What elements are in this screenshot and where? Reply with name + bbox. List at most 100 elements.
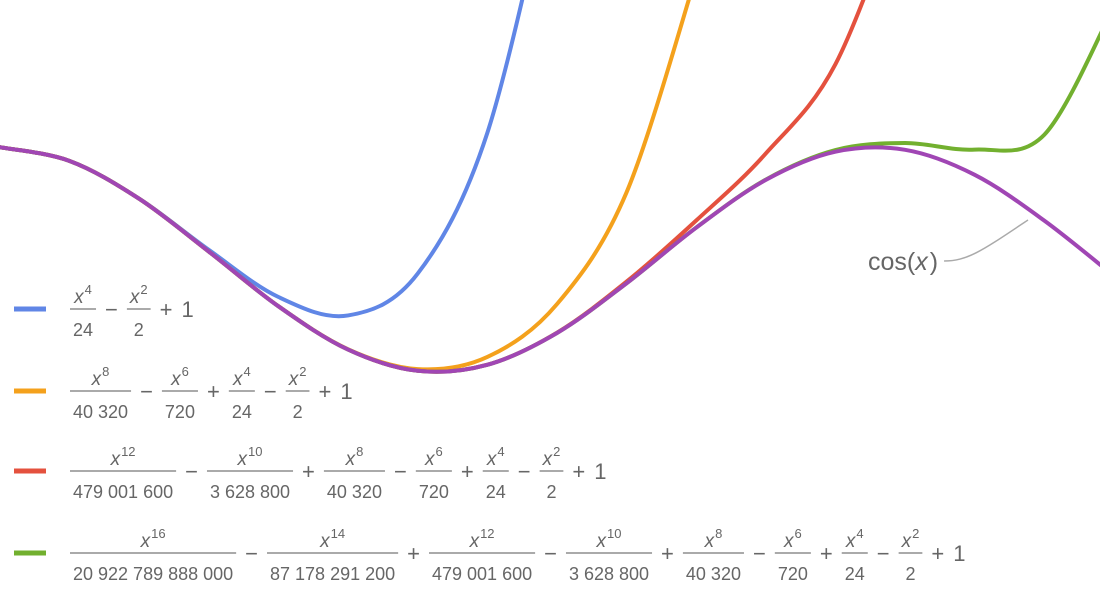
- numerator-power: 4: [85, 282, 92, 297]
- denominator: 479 001 600: [432, 564, 532, 584]
- denominator: 40 320: [327, 482, 382, 502]
- numerator-power: 10: [607, 526, 621, 541]
- denominator: 3 628 800: [210, 482, 290, 502]
- operator: −: [877, 541, 890, 566]
- numerator-power: 2: [140, 282, 147, 297]
- numerator-power: 6: [435, 444, 442, 459]
- operator: −: [245, 541, 258, 566]
- numerator-power: 2: [912, 526, 919, 541]
- numerator-base: x: [469, 531, 481, 552]
- numerator-base: x: [140, 531, 152, 552]
- denominator: 720: [419, 482, 449, 502]
- operator: −: [753, 541, 766, 566]
- fraction: x 6 720: [415, 444, 452, 502]
- numerator-base: x: [486, 449, 498, 470]
- fraction: x 8 40 320: [323, 444, 385, 502]
- numerator-power: 2: [553, 444, 560, 459]
- numerator-base: x: [237, 449, 249, 470]
- operator: −: [264, 379, 277, 404]
- numerator-base: x: [424, 449, 436, 470]
- operator: 1: [953, 541, 965, 566]
- operator: −: [518, 459, 531, 484]
- denominator: 24: [73, 320, 93, 340]
- numerator-power: 8: [102, 364, 109, 379]
- numerator-power: 12: [121, 444, 135, 459]
- numerator-power: 14: [331, 526, 345, 541]
- numerator-power: 8: [715, 526, 722, 541]
- numerator-power: 4: [497, 444, 504, 459]
- operator: +: [318, 379, 331, 404]
- operator: +: [931, 541, 944, 566]
- numerator-base: x: [542, 449, 554, 470]
- fraction: x 10 3 628 800: [565, 526, 653, 584]
- numerator-base: x: [73, 287, 85, 308]
- fraction: x 16 20 922 789 888 000: [70, 526, 237, 584]
- series-line: [0, 0, 866, 374]
- numerator-base: x: [288, 369, 300, 390]
- operator: −: [185, 459, 198, 484]
- operator: +: [302, 459, 315, 484]
- numerator-base: x: [345, 449, 357, 470]
- numerator-power: 16: [151, 526, 165, 541]
- numerator-base: x: [783, 531, 795, 552]
- operator: +: [461, 459, 474, 484]
- fraction: x 4 24: [841, 526, 868, 584]
- operator: −: [105, 297, 118, 322]
- denominator: 24: [232, 402, 252, 422]
- denominator: 2: [134, 320, 144, 340]
- denominator: 720: [778, 564, 808, 584]
- annotation-text: x: [914, 248, 929, 276]
- operator: 1: [181, 297, 193, 322]
- numerator-base: x: [129, 287, 141, 308]
- denominator: 3 628 800: [569, 564, 649, 584]
- fraction: x 6 720: [774, 526, 811, 584]
- numerator-base: x: [901, 531, 913, 552]
- denominator: 20 922 789 888 000: [73, 564, 233, 584]
- fraction: x 4 24: [482, 444, 509, 502]
- fraction: x 14 87 178 291 200: [267, 526, 399, 584]
- numerator-power: 12: [480, 526, 494, 541]
- numerator-power: 6: [182, 364, 189, 379]
- numerator-power: 6: [794, 526, 801, 541]
- annotation: cos(x): [868, 219, 1029, 276]
- numerator-base: x: [232, 369, 244, 390]
- denominator: 24: [486, 482, 506, 502]
- numerator-base: x: [704, 531, 716, 552]
- denominator: 479 001 600: [73, 482, 173, 502]
- fraction: x 10 3 628 800: [206, 444, 294, 502]
- numerator-power: 10: [248, 444, 262, 459]
- fraction: x 8 40 320: [70, 364, 132, 422]
- operator: −: [394, 459, 407, 484]
- annotation-text: ): [930, 248, 938, 276]
- fraction: x 22: [126, 282, 151, 340]
- numerator-base: x: [170, 369, 182, 390]
- denominator: 24: [845, 564, 865, 584]
- fraction: x 22: [539, 444, 564, 502]
- operator: +: [572, 459, 585, 484]
- numerator-base: x: [845, 531, 857, 552]
- numerator-power: 2: [299, 364, 306, 379]
- operator: +: [407, 541, 420, 566]
- numerator-base: x: [319, 531, 331, 552]
- operator: −: [544, 541, 557, 566]
- denominator: 720: [165, 402, 195, 422]
- denominator: 40 320: [73, 402, 128, 422]
- fraction: x 22: [898, 526, 923, 584]
- fraction: x 12 479 001 600: [70, 444, 177, 502]
- numerator-power: 8: [356, 444, 363, 459]
- numerator-base: x: [110, 449, 122, 470]
- numerator-power: 4: [243, 364, 250, 379]
- series-line: [0, 0, 525, 319]
- operator: −: [140, 379, 153, 404]
- numerator-base: x: [91, 369, 103, 390]
- annotation-leader: [944, 219, 1029, 262]
- operator: +: [160, 297, 173, 322]
- fraction: x 4 24: [70, 282, 97, 340]
- operator: 1: [340, 379, 352, 404]
- series-line: [0, 145, 1100, 374]
- denominator: 40 320: [686, 564, 741, 584]
- plot-area: [0, 0, 1100, 374]
- operator: 1: [594, 459, 606, 484]
